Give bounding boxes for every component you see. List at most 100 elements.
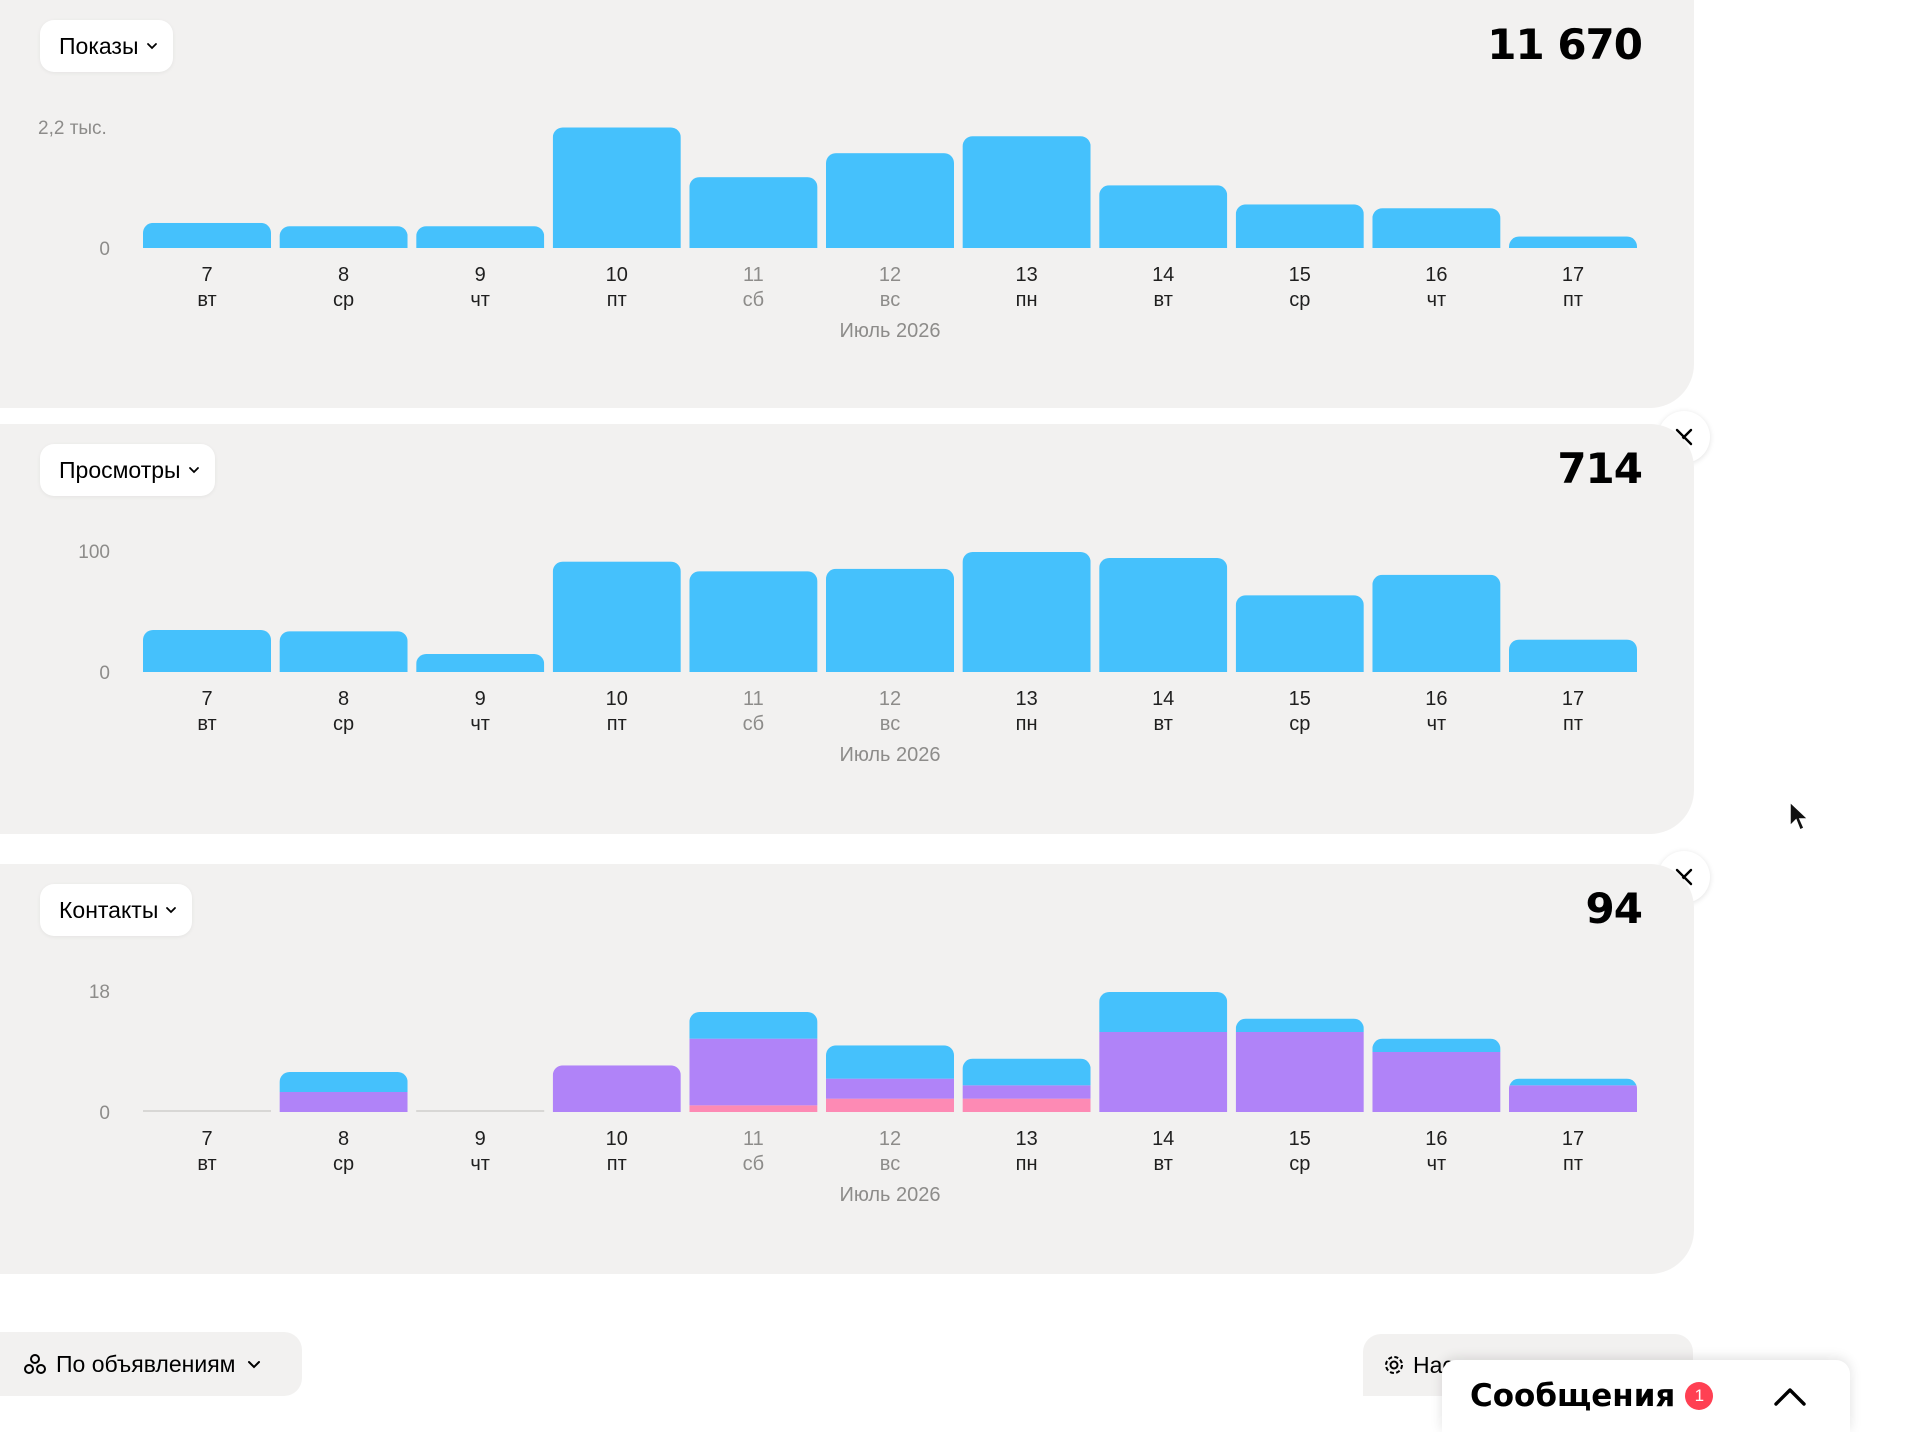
weekday-label: пт [1563,289,1583,311]
bar-group-10[interactable] [552,561,681,672]
bar-group-11[interactable] [689,571,818,672]
weekday-label: пн [1016,1153,1038,1175]
bar-group-10[interactable] [552,1065,681,1112]
metric-select-views[interactable]: Просмотры [40,444,215,496]
bar-blue [416,226,545,248]
bar-blue [689,1012,818,1039]
date-label: 12 [879,688,901,710]
group-by-ads-button[interactable]: По объявлениям [0,1332,302,1396]
bar-group-8[interactable] [279,1072,408,1112]
expand-messages-button[interactable] [1770,1378,1810,1414]
date-label: 12 [879,264,901,286]
date-label: 7 [201,1128,212,1150]
bar-group-14[interactable] [1099,558,1228,672]
bar-group-15[interactable] [1235,204,1364,248]
weekday-label: чт [470,713,490,735]
bar-blue [279,1072,408,1092]
weekday-label: пт [1563,1153,1583,1175]
bar-group-9[interactable] [416,226,545,248]
weekday-label: чт [1427,289,1447,311]
date-label: 8 [338,264,349,286]
bar-blue [1235,204,1364,248]
unread-badge: 1 [1685,1382,1714,1410]
bar-group-16[interactable] [1372,208,1501,248]
chevron-down-icon [188,467,199,474]
bar-blue [1099,558,1228,672]
bar-group-14[interactable] [1099,992,1228,1112]
bar-blue [1099,185,1228,248]
bar-pink [826,1098,954,1112]
bar-group-9[interactable] [416,1110,545,1112]
bar-group-8[interactable] [279,226,408,248]
bar-group-14[interactable] [1099,185,1228,248]
bar-blue [1509,236,1637,248]
bar-group-8[interactable] [279,631,408,672]
weekday-label: пт [607,1153,627,1175]
bar-blue [279,226,408,248]
views-total: 714 [1557,444,1643,493]
empty-bar [143,1110,271,1112]
date-label: 15 [1289,264,1311,286]
bar-blue [1099,992,1228,1032]
weekday-label: вс [880,1153,900,1175]
contacts-chart: 18 0 7 вт 8 ср 9 чт 10 пт 11 сб 12 вс 13 пн 14 вт 15 ср 16 чт… [89,982,1637,1206]
bar-group-13[interactable] [962,1058,1091,1112]
bar-blue [1235,1018,1364,1032]
bar-blue [1235,595,1364,672]
weekday-label: ср [333,289,354,311]
y-axis-max-label: 2,2 тыс. [38,118,107,139]
bar-blue [1509,639,1637,672]
bar-group-9[interactable] [416,654,545,672]
bar-group-12[interactable] [826,153,954,248]
date-label: 14 [1152,688,1174,710]
weekday-label: ср [1289,713,1310,735]
bar-group-11[interactable] [689,177,818,248]
bar-purple [962,1085,1091,1099]
bar-group-7[interactable] [143,222,271,248]
bar-purple [1235,1032,1364,1112]
bar-pink [962,1098,1091,1112]
metric-select-contacts[interactable]: Контакты [40,884,193,936]
contacts-panel: Контакты 94 18 0 7 вт 8 ср 9 чт 10 пт 11 сб 12 вс 13 пн… [0,864,1694,1274]
bar-purple [689,1038,818,1106]
bar-group-17[interactable] [1509,1078,1637,1112]
bar-blue [962,552,1091,672]
bar-blue [1509,1078,1637,1086]
date-label: 15 [1289,1128,1311,1150]
bar-blue [1372,574,1501,672]
bar-group-17[interactable] [1509,639,1637,672]
bar-group-12[interactable] [826,568,954,672]
date-label: 12 [879,1128,901,1150]
y-axis-zero-label: 0 [99,663,110,684]
date-label: 9 [475,1128,486,1150]
bar-group-13[interactable] [962,136,1091,248]
weekday-label: пт [607,713,627,735]
weekday-label: сб [743,1153,764,1175]
weekday-label: ср [1289,289,1310,311]
bar-group-10[interactable] [552,127,681,248]
date-label: 14 [1152,1128,1174,1150]
y-axis-max-label: 18 [89,982,110,1003]
date-label: 8 [338,1128,349,1150]
date-label: 9 [475,688,486,710]
date-label: 10 [606,688,628,710]
chevron-down-icon [248,1361,261,1369]
bar-group-16[interactable] [1372,574,1501,672]
bar-group-11[interactable] [689,1012,818,1112]
bar-group-7[interactable] [143,630,271,672]
bar-group-13[interactable] [962,552,1091,672]
bar-blue [826,1045,954,1079]
bar-group-17[interactable] [1509,236,1637,248]
bar-blue [279,631,408,672]
bar-group-12[interactable] [826,1045,954,1112]
bar-blue [826,153,954,248]
bar-group-15[interactable] [1235,1018,1364,1112]
bar-group-16[interactable] [1372,1038,1501,1112]
metric-select-impressions[interactable]: Показы [40,20,173,72]
weekday-label: пн [1016,713,1038,735]
bar-group-15[interactable] [1235,595,1364,672]
weekday-label: вт [1154,289,1173,311]
weekday-label: пт [607,289,627,311]
bar-group-7[interactable] [143,1110,271,1112]
messages-widget[interactable]: Сообщения 1 [1442,1360,1850,1432]
